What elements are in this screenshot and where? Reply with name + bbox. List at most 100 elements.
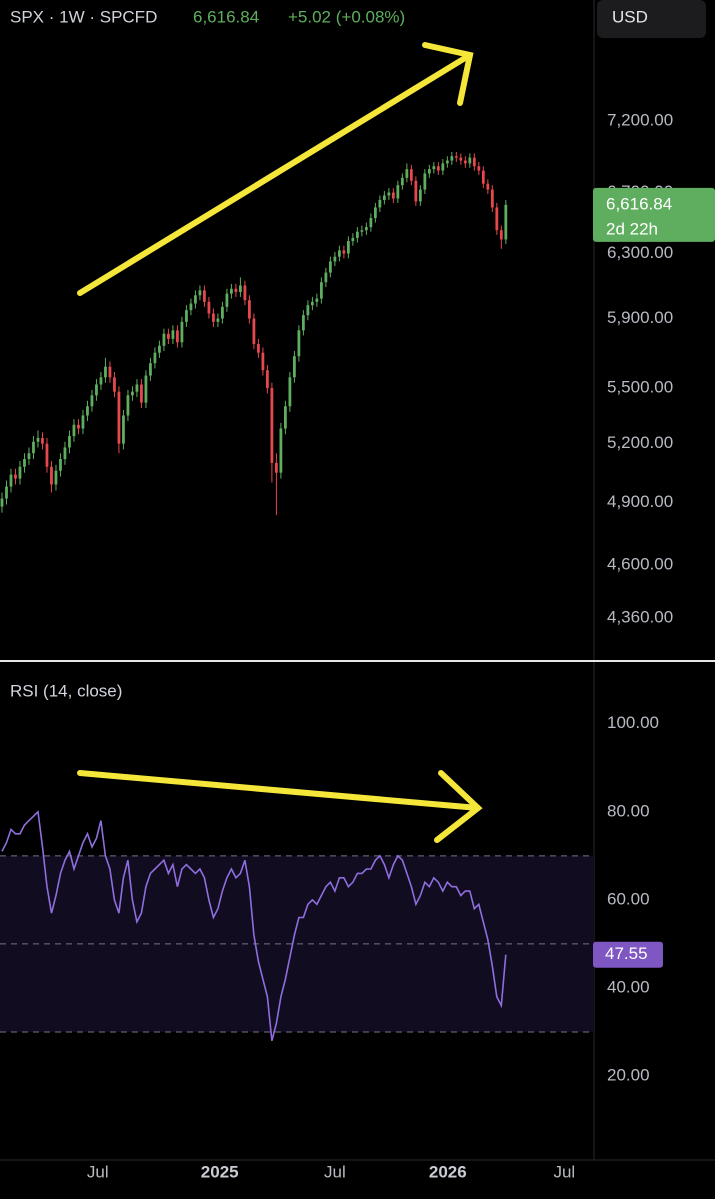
candle-body (306, 305, 310, 316)
candle-body (171, 330, 175, 339)
candle-body (86, 406, 89, 416)
candle-body (54, 470, 58, 485)
candle-body (122, 415, 125, 444)
candle-body (315, 298, 319, 302)
candle-body (391, 192, 395, 199)
rsi-line (1, 810, 507, 1041)
candle-body (382, 195, 386, 200)
y-tick-label: 4,360.00 (607, 608, 673, 627)
currency[interactable]: USD (612, 7, 648, 26)
y-tick-label: 5,900.00 (607, 308, 673, 327)
candle-body (409, 169, 413, 181)
candle-body (126, 395, 130, 416)
candle-body (194, 295, 197, 304)
header-price: 6,616.84 (193, 7, 259, 26)
candle-body (270, 388, 274, 463)
candle-body (400, 177, 404, 186)
candle-body (153, 352, 157, 364)
header-change: +5.02 (+0.08%) (288, 7, 405, 26)
rsi-value-label: 47.55 (605, 944, 648, 963)
candle-body (468, 157, 472, 164)
candle-body (266, 370, 269, 389)
candle-body (158, 345, 161, 353)
candle-body (283, 406, 287, 429)
rsi-value-box (593, 941, 663, 968)
candle-body (441, 163, 445, 171)
candle-body (499, 230, 503, 240)
annotation-arrows (77, 42, 483, 843)
candle-body (63, 447, 67, 460)
currency-button[interactable] (597, 0, 706, 38)
candle-body (423, 173, 427, 190)
candle-body (486, 183, 490, 190)
candle-body (257, 344, 260, 353)
y-tick-label: 5,500.00 (607, 378, 673, 397)
candle-body (369, 217, 373, 228)
y-tick-label: 40.00 (607, 977, 650, 996)
candle-body (207, 301, 211, 314)
arrowhead (422, 42, 474, 106)
candle-body (50, 466, 53, 485)
candle-body (243, 285, 247, 301)
arrow (77, 770, 481, 811)
arrowhead (434, 770, 483, 843)
candle-body (9, 474, 13, 487)
x-tick-label: Jul (553, 1162, 575, 1181)
candle-body (144, 375, 148, 403)
candle-body (198, 290, 202, 296)
candle-body (279, 428, 283, 473)
candle-body (41, 437, 44, 444)
candle-body (342, 250, 346, 254)
candle-body (427, 169, 431, 174)
candle-body (351, 237, 355, 242)
candle-body (135, 384, 139, 392)
candle-body (203, 290, 206, 302)
candle-body (450, 156, 454, 161)
candle-body (364, 227, 368, 231)
candle-body (432, 166, 436, 170)
candle-body (23, 459, 26, 467)
candle-body (212, 313, 215, 322)
candle-body (18, 466, 22, 479)
y-tick-label: 80.00 (607, 801, 650, 820)
candle-body (180, 321, 184, 343)
candle-body (324, 272, 328, 283)
candle-body (319, 282, 323, 299)
candle-body (0, 498, 4, 507)
candle-body (396, 185, 400, 199)
candle-body (504, 204, 508, 240)
candle-body (14, 474, 17, 479)
candle-body (230, 288, 233, 294)
candle-body (5, 486, 8, 499)
candle-body (104, 366, 107, 378)
y-tick-label: 4,600.00 (607, 555, 673, 574)
candle-body (176, 330, 179, 343)
y-tick-label: 5,200.00 (607, 433, 673, 452)
candle-body (414, 180, 418, 202)
candle-body (225, 293, 229, 307)
candle-body (216, 318, 220, 322)
candle-body (162, 333, 166, 346)
candle-body (234, 288, 238, 293)
candle-body (477, 166, 481, 171)
candle-body (68, 436, 71, 448)
y-tick-label: 4,900.00 (607, 492, 673, 511)
candle-body (72, 424, 76, 437)
candle-body (454, 156, 458, 158)
candle-body (333, 256, 337, 262)
candle-body (261, 352, 265, 371)
y-tick-label: 60.00 (607, 889, 650, 908)
candle-body (99, 377, 103, 385)
candle-body (90, 395, 94, 407)
candle-body (45, 443, 49, 467)
candle-body (221, 306, 224, 319)
candle-body (108, 366, 112, 378)
candle-body (301, 315, 305, 331)
last-price-label: 6,616.84 (606, 194, 672, 213)
candle-body (288, 377, 292, 407)
candle-body (378, 199, 382, 208)
arrow (77, 52, 473, 296)
candle-body (59, 459, 62, 471)
candle-body (239, 285, 242, 293)
